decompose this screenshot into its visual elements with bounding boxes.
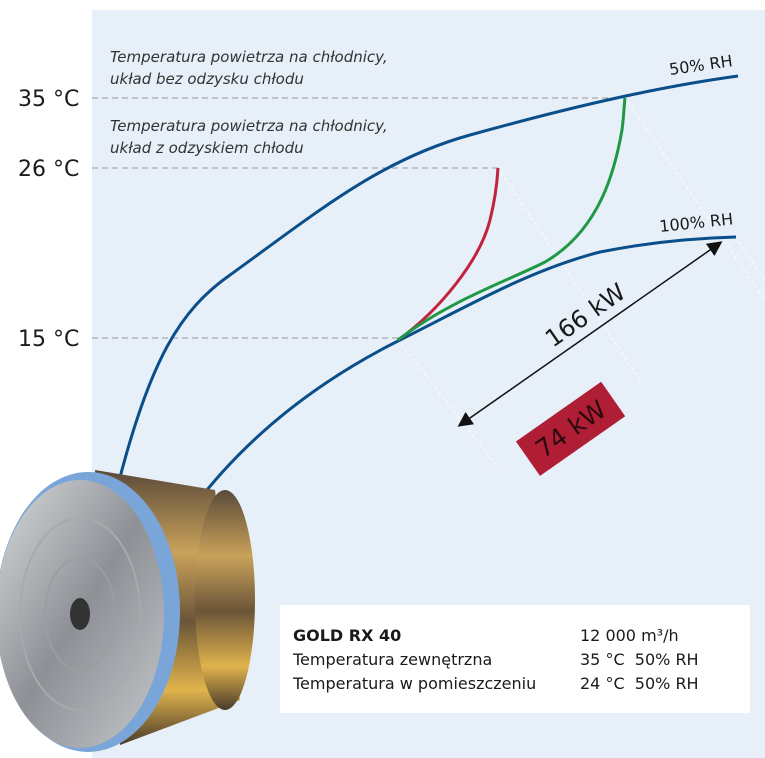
arrow xyxy=(457,241,723,427)
temp-label: 35 °C xyxy=(18,87,79,112)
annotation: Temperatura powietrza na chłodnicy, xyxy=(110,48,388,66)
info-box xyxy=(280,605,750,713)
temp-label: 15 °C xyxy=(18,327,79,352)
info-text: GOLD RX 40 xyxy=(293,626,401,645)
annotation: Temperatura powietrza na chłodnicy, xyxy=(110,117,388,135)
temp-label: 26 °C xyxy=(18,157,79,182)
info-text: 12 000 m³/h xyxy=(580,626,679,645)
info-text: 24 °C 50% RH xyxy=(580,674,699,693)
curve-red xyxy=(397,167,500,342)
power-box xyxy=(515,381,626,476)
annotation: układ bez odzysku chłodu xyxy=(110,70,304,88)
annotation: układ z odzyskiem chłodu xyxy=(110,139,304,157)
info-text: Temperatura w pomieszczeniu xyxy=(292,674,536,693)
rotor xyxy=(0,470,255,752)
info-text: 35 °C 50% RH xyxy=(580,650,699,669)
info-text: Temperatura zewnętrzna xyxy=(292,650,492,669)
dashed-levels xyxy=(92,97,625,339)
curve-50rh xyxy=(116,74,739,486)
